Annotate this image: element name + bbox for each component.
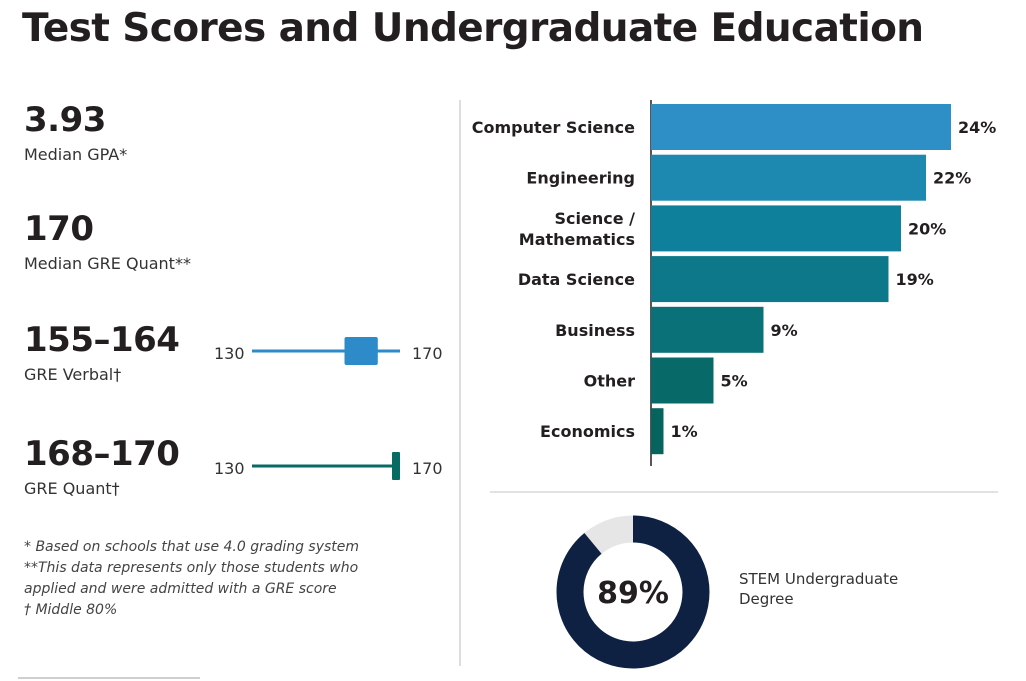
stat-value: 168–170	[24, 434, 180, 474]
bar	[651, 205, 901, 252]
horizontal-divider	[490, 491, 998, 493]
bar	[651, 154, 926, 201]
bar-category-label: Mathematics	[519, 230, 635, 249]
donut-center-label: 89%	[597, 576, 669, 611]
undergrad-major-bar-chart: 24% Computer Science 22% Engineering 20% Scie…	[472, 100, 996, 466]
bar-category-label: Science /	[555, 209, 636, 228]
bar-value-label: 20%	[908, 219, 946, 238]
bar-category-label: Computer Science	[472, 118, 635, 137]
range-iqr-box	[392, 452, 400, 480]
gre-quant-range-plot: 130 170	[214, 452, 443, 480]
bar	[651, 306, 764, 353]
stat-gre-quant: 168–170 GRE Quant†	[24, 434, 180, 498]
stat-label: GRE Quant†	[24, 479, 120, 498]
bar	[651, 408, 664, 455]
stem-donut-chart: 89%	[556, 515, 710, 669]
bar-category-label: Engineering	[526, 169, 635, 188]
bar-category-label: Economics	[540, 422, 635, 441]
bar-category-label: Data Science	[518, 270, 635, 289]
footnote: applied and were admitted with a GRE sco…	[24, 581, 337, 597]
stat-label: GRE Verbal†	[24, 365, 122, 384]
range-max-label: 170	[412, 344, 443, 363]
range-iqr-box	[344, 337, 378, 365]
stat-label: Median GRE Quant**	[24, 254, 191, 273]
footnote: † Middle 80%	[24, 602, 118, 618]
stat-value: 3.93	[24, 100, 106, 140]
bar-category-label: Business	[555, 321, 635, 340]
stat-value: 155–164	[24, 320, 180, 360]
gre-verbal-range-plot: 130 170	[214, 337, 443, 365]
bar-value-label: 24%	[958, 118, 996, 137]
stat-median-gpa: 3.93 Median GPA*	[24, 103, 127, 164]
range-max-label: 170	[412, 459, 443, 478]
bar-value-label: 9%	[771, 321, 798, 340]
donut-value-arc	[556, 515, 710, 669]
bar-value-label: 5%	[721, 372, 748, 391]
stat-gre-verbal: 155–164 GRE Verbal†	[24, 320, 180, 384]
range-min-label: 130	[214, 459, 245, 478]
bar	[651, 256, 889, 303]
range-min-label: 130	[214, 344, 245, 363]
donut-caption: STEM Undergraduate Degree	[739, 570, 899, 608]
bar	[651, 104, 951, 150]
stat-median-gre-quant: 170 Median GRE Quant**	[24, 212, 191, 273]
bottom-rule	[18, 677, 200, 679]
footnotes: * Based on schools that use 4.0 grading …	[24, 537, 359, 621]
stat-label: Median GPA*	[24, 145, 128, 164]
page-title: Test Scores and Undergraduate Education	[22, 6, 924, 51]
footnote: * Based on schools that use 4.0 grading …	[24, 539, 360, 555]
bar-value-label: 1%	[671, 422, 698, 441]
stat-value: 170	[24, 209, 94, 249]
bar-value-label: 22%	[933, 169, 971, 188]
bar-value-label: 19%	[896, 270, 934, 289]
vertical-divider	[459, 100, 461, 666]
bar	[651, 357, 714, 404]
bar-category-label: Other	[584, 372, 635, 391]
footnote: **This data represents only those studen…	[24, 560, 359, 576]
